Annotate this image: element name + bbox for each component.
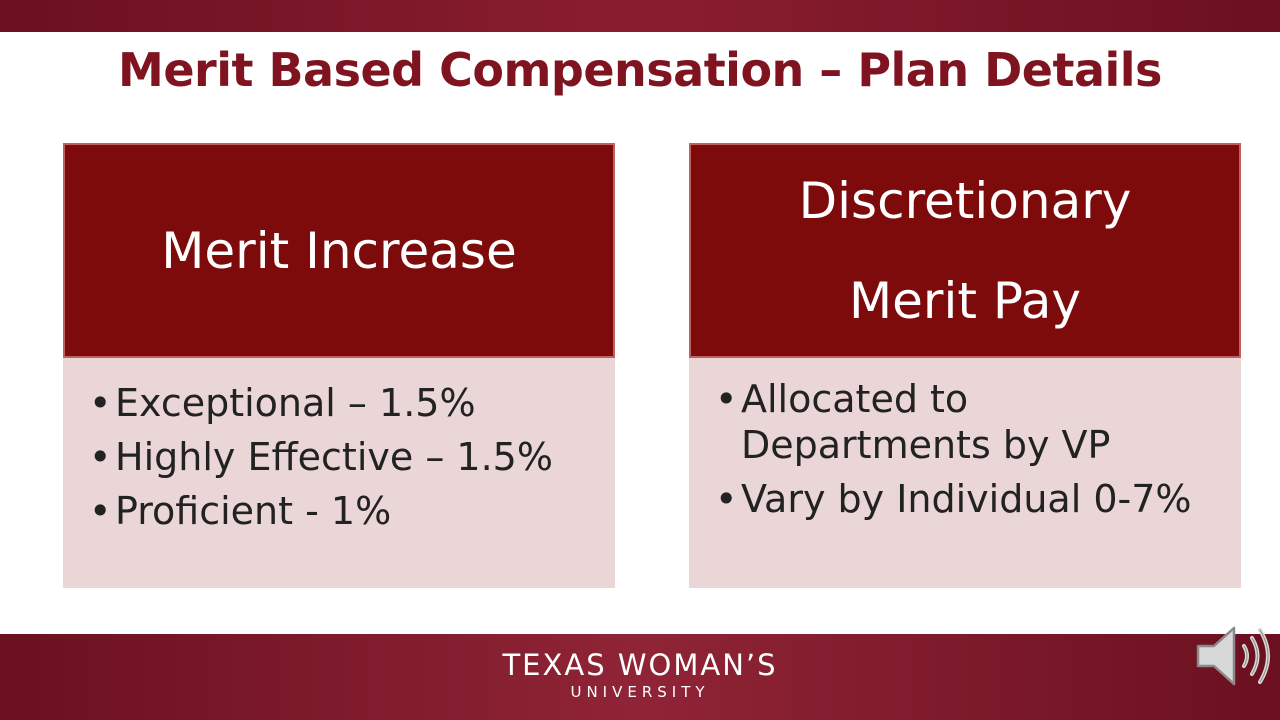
bullet-text: Highly Effective – 1.5% xyxy=(115,435,553,479)
discretionary-list: • Allocated to Departments by VP • Vary … xyxy=(713,376,1221,522)
discretionary-merit-pay-body: • Allocated to Departments by VP • Vary … xyxy=(689,358,1241,588)
university-logo: TEXAS WOMAN’S UNIVERSITY xyxy=(0,648,1280,702)
logo-sub-text: UNIVERSITY xyxy=(570,683,710,701)
bullet-text: Proficient - 1% xyxy=(115,489,392,533)
bullet-text: Exceptional – 1.5% xyxy=(115,381,476,425)
slide-title: Merit Based Compensation – Plan Details xyxy=(118,43,1162,97)
list-item: • Proficient - 1% xyxy=(87,484,595,538)
merit-increase-heading: Merit Increase xyxy=(161,221,517,280)
merit-increase-header: Merit Increase xyxy=(63,143,615,358)
bottom-banner: TEXAS WOMAN’S UNIVERSITY xyxy=(0,634,1280,720)
discretionary-merit-pay-card: Discretionary Merit Pay • Allocated to D… xyxy=(689,143,1241,588)
top-banner xyxy=(0,0,1280,32)
list-item: • Exceptional – 1.5% xyxy=(87,376,595,430)
discretionary-heading-line-2: Merit Pay xyxy=(849,271,1081,330)
list-item: • Vary by Individual 0-7% xyxy=(713,476,1221,522)
list-item: • Highly Effective – 1.5% xyxy=(87,430,595,484)
discretionary-heading-line-1: Discretionary xyxy=(798,171,1132,230)
bullet-icon: • xyxy=(89,489,112,533)
bullet-icon: • xyxy=(89,435,112,479)
bullet-text: Allocated to Departments by VP xyxy=(741,377,1111,467)
merit-increase-list: • Exceptional – 1.5% • Highly Effective … xyxy=(87,376,595,538)
bullet-text: Vary by Individual 0-7% xyxy=(741,477,1192,521)
bullet-icon: • xyxy=(715,377,738,421)
discretionary-merit-pay-header: Discretionary Merit Pay xyxy=(689,143,1241,358)
list-item: • Allocated to Departments by VP xyxy=(713,376,1221,468)
bullet-icon: • xyxy=(715,477,738,521)
bullet-icon: • xyxy=(89,381,112,425)
merit-increase-card: Merit Increase • Exceptional – 1.5% • Hi… xyxy=(63,143,615,588)
logo-main-text: TEXAS WOMAN’S xyxy=(502,648,778,682)
speaker-icon[interactable] xyxy=(1192,618,1276,694)
merit-increase-body: • Exceptional – 1.5% • Highly Effective … xyxy=(63,358,615,588)
